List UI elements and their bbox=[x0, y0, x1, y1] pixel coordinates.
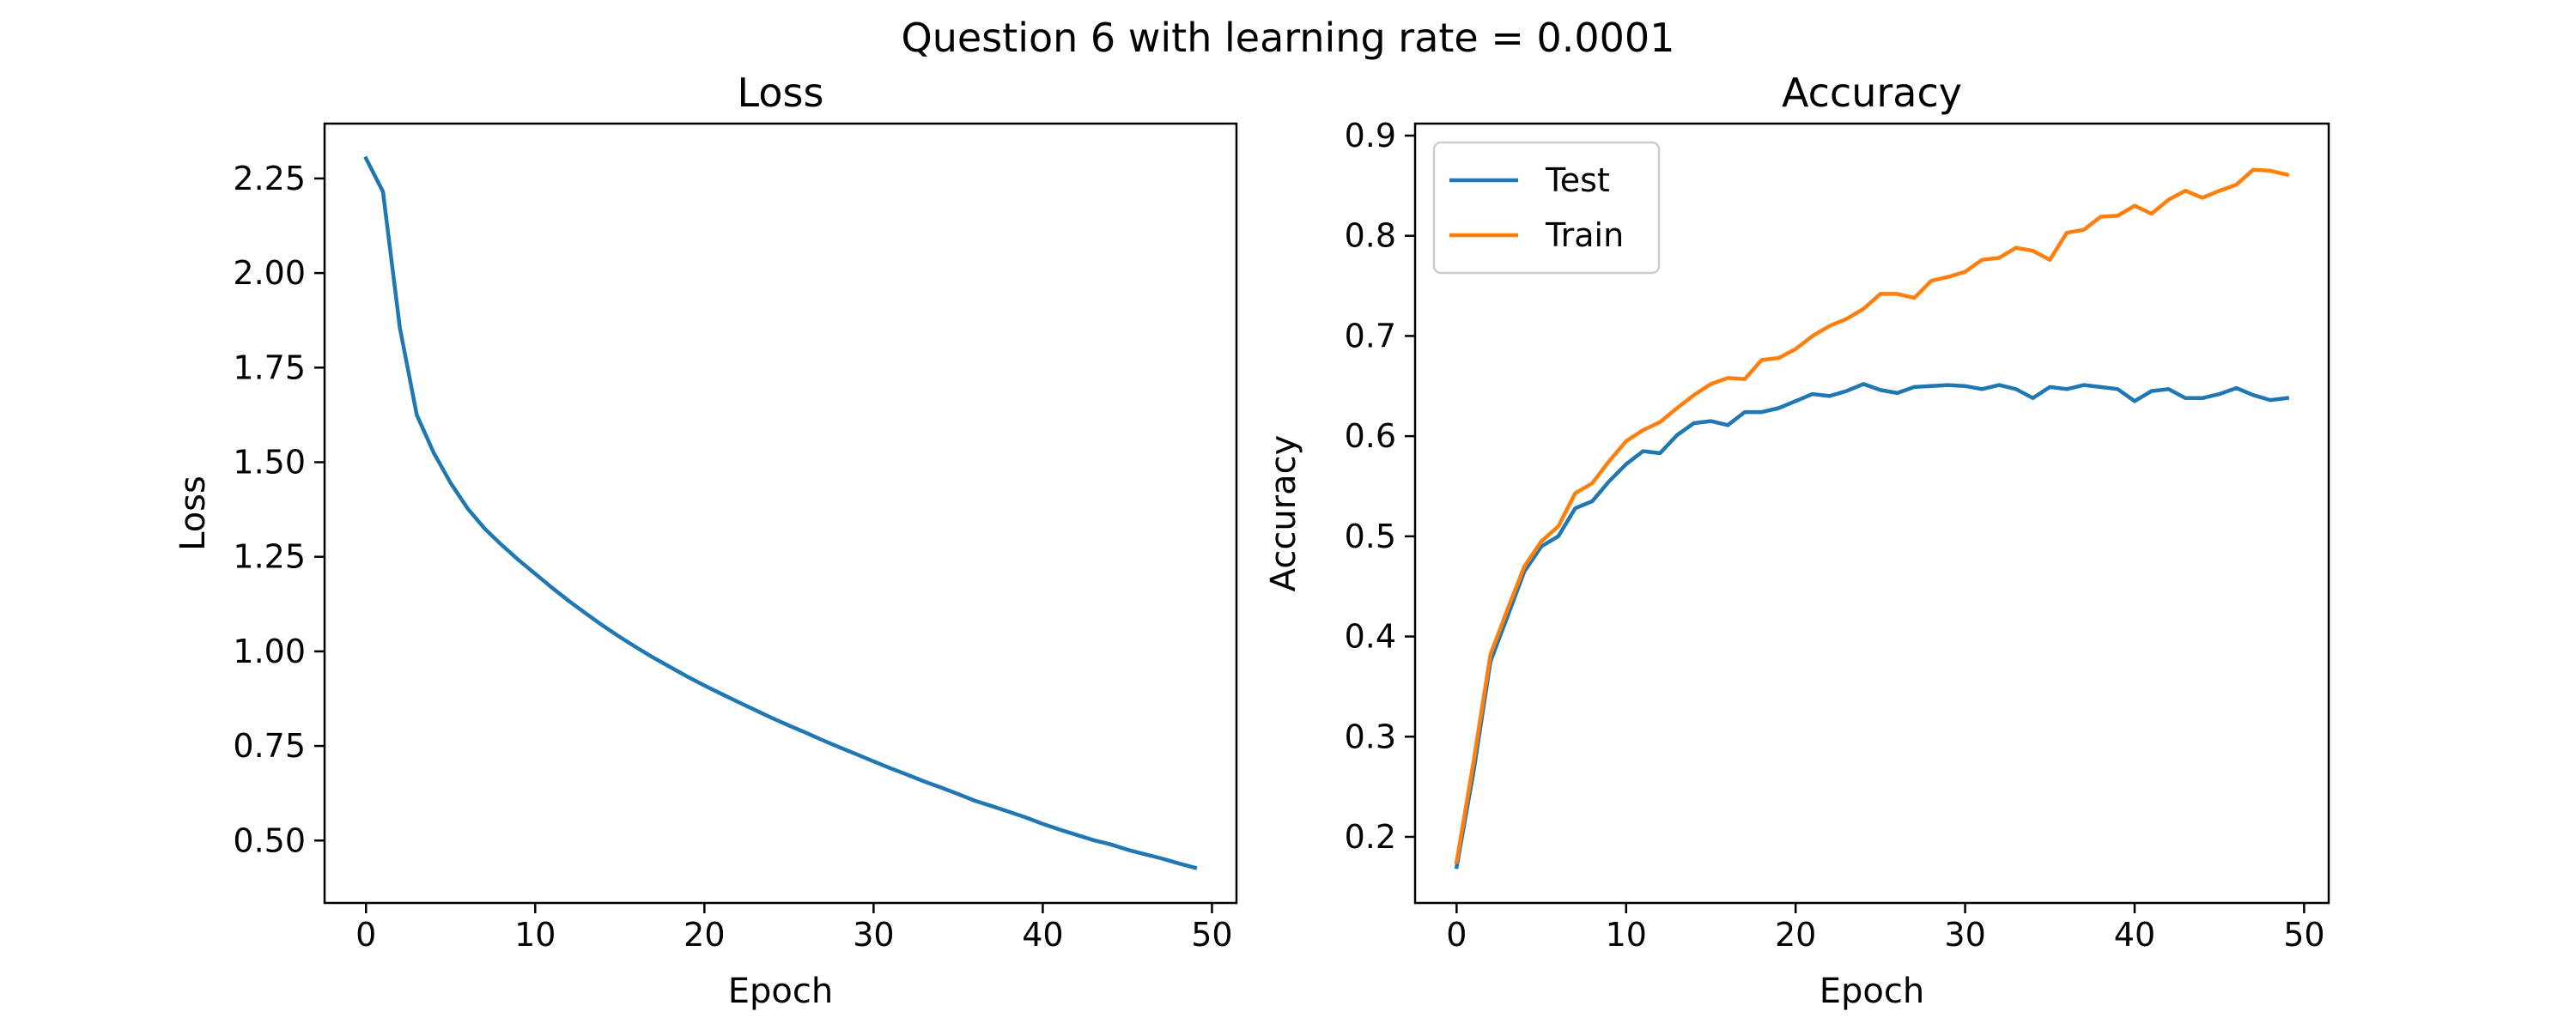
accuracy-y-tick-label: 0.3 bbox=[1345, 718, 1396, 755]
loss-y-tick-label: 1.25 bbox=[233, 538, 306, 576]
loss-y-axis-label: Loss bbox=[173, 476, 213, 551]
accuracy-legend: Test Train bbox=[1432, 141, 1661, 275]
loss-axes-frame bbox=[323, 122, 1238, 905]
loss-x-tick-label: 40 bbox=[1022, 916, 1063, 954]
accuracy-train-line bbox=[1454, 167, 2290, 864]
accuracy-y-tick-label: 0.9 bbox=[1345, 117, 1396, 154]
accuracy-y-axis-label: Accuracy bbox=[1264, 435, 1303, 592]
loss-series-0-line bbox=[363, 155, 1198, 870]
accuracy-x-tick-label: 10 bbox=[1606, 916, 1647, 954]
accuracy-y-tick-label: 0.6 bbox=[1345, 417, 1396, 455]
accuracy-y-tick-label: 0.5 bbox=[1345, 518, 1396, 555]
loss-y-tick-label: 1.50 bbox=[233, 443, 306, 481]
loss-x-tick-label: 20 bbox=[683, 916, 725, 954]
accuracy-legend-label-train: Train bbox=[1545, 216, 1624, 254]
loss-x-tick-label: 10 bbox=[514, 916, 556, 954]
accuracy-y-tick-label: 0.2 bbox=[1345, 818, 1396, 856]
loss-y-tick-label: 1.75 bbox=[233, 348, 306, 386]
accuracy-x-tick-label: 40 bbox=[2114, 916, 2155, 954]
loss-y-tick-label: 2.00 bbox=[233, 254, 306, 292]
accuracy-axes-frame bbox=[1413, 122, 2330, 905]
accuracy-legend-box bbox=[1432, 141, 1661, 275]
loss-y-tick-label: 0.50 bbox=[233, 821, 306, 859]
figure-suptitle: Question 6 with learning rate = 0.0001 bbox=[902, 15, 1675, 61]
accuracy-legend-label-test: Test bbox=[1545, 161, 1610, 199]
loss-x-tick-label: 50 bbox=[1191, 916, 1232, 954]
accuracy-x-axis-label: Epoch bbox=[1820, 972, 1924, 1011]
loss-x-tick-label: 0 bbox=[355, 916, 376, 954]
loss-chart-title: Loss bbox=[738, 70, 824, 116]
accuracy-y-tick-label: 0.4 bbox=[1345, 618, 1396, 656]
accuracy-y-tick-label: 0.8 bbox=[1345, 217, 1396, 255]
accuracy-panel: 0 10 20 30 40 50 0.2 0.3 0.4 0.5 0.6 0.7 0.8 0.9 Accur… bbox=[1264, 70, 2330, 1011]
loss-y-tick-label: 2.25 bbox=[233, 160, 306, 197]
loss-panel: 0 10 20 30 40 50 0.50 0.75 1.00 1.25 1.50 1.75 2.00 2… bbox=[173, 70, 1238, 1011]
loss-y-tick-label: 1.00 bbox=[233, 633, 306, 670]
loss-x-axis-label: Epoch bbox=[728, 972, 833, 1011]
accuracy-x-tick-label: 0 bbox=[1446, 916, 1467, 954]
accuracy-test-line bbox=[1454, 382, 2290, 869]
loss-y-tick-label: 0.75 bbox=[233, 727, 306, 765]
loss-x-tick-label: 30 bbox=[853, 916, 894, 954]
accuracy-x-tick-label: 50 bbox=[2283, 916, 2324, 954]
accuracy-y-tick-label: 0.7 bbox=[1345, 317, 1396, 354]
accuracy-x-tick-label: 30 bbox=[1944, 916, 1985, 954]
accuracy-x-tick-label: 20 bbox=[1775, 916, 1816, 954]
accuracy-chart-title: Accuracy bbox=[1782, 70, 1962, 116]
